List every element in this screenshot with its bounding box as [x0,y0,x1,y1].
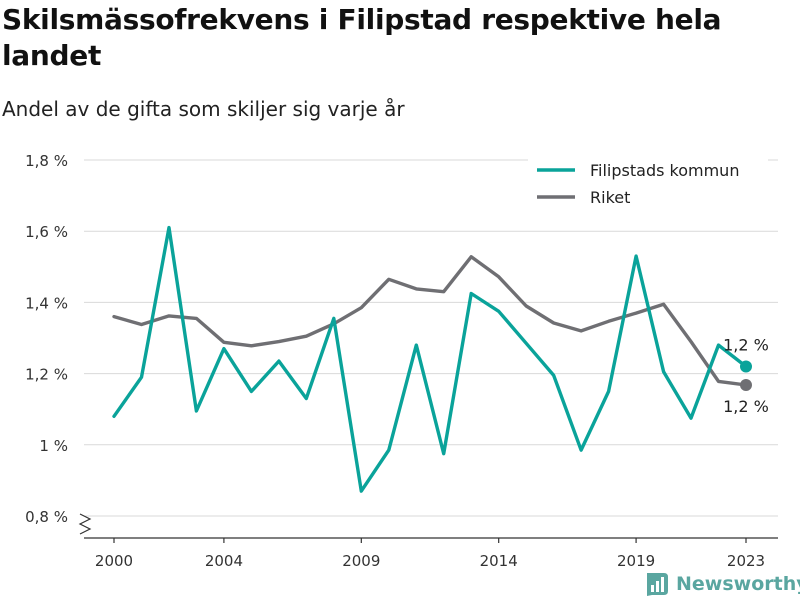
end-label-filipstad: 1,2 % [723,335,769,354]
chart-subtitle: Andel av de gifta som skiljer sig varje … [2,97,405,121]
x-tick-label: 2004 [205,552,243,570]
y-tick-label: 0,8 % [25,508,68,526]
grid-lines [84,159,778,517]
newsworthy-logo[interactable]: Newsworthy [644,568,800,600]
brand-name: Newsworthy [676,573,800,595]
y-tick-label: 1,4 % [25,294,68,312]
legend-label: Riket [590,188,630,207]
bar-chart-logo-icon [647,573,668,596]
series-lines [112,225,748,493]
legend-background [528,153,768,213]
legend-label: Filipstads kommun [590,161,739,180]
chart-title: Skilsmässofrekvens i Filipstad respektiv… [2,3,722,72]
end-point-filipstad [740,360,752,373]
end-label-riket: 1,2 % [723,397,769,416]
y-tick-label: 1,8 % [25,152,68,170]
x-tick-label: 2014 [480,552,518,570]
legend: Filipstads kommun Riket [528,153,768,213]
end-point-riket [740,378,752,391]
x-axis: 2000 2004 2009 2014 2019 2023 [78,513,778,570]
x-tick-label: 2000 [95,552,133,570]
y-tick-labels: 0,8 % 1 % 1,2 % 1,4 % 1,6 % 1,8 % [25,152,68,526]
y-tick-label: 1,6 % [25,223,68,241]
x-tick-label: 2019 [617,552,655,570]
y-tick-label: 1,2 % [25,366,68,384]
series-line-filipstad [112,225,748,493]
axis-break-icon [78,513,92,535]
series-line-riket [112,255,748,387]
x-tick-label: 2023 [727,552,765,570]
y-tick-label: 1 % [39,437,68,455]
x-tick-label: 2009 [342,552,380,570]
end-points: 1,2 % 1,2 % [723,335,769,416]
